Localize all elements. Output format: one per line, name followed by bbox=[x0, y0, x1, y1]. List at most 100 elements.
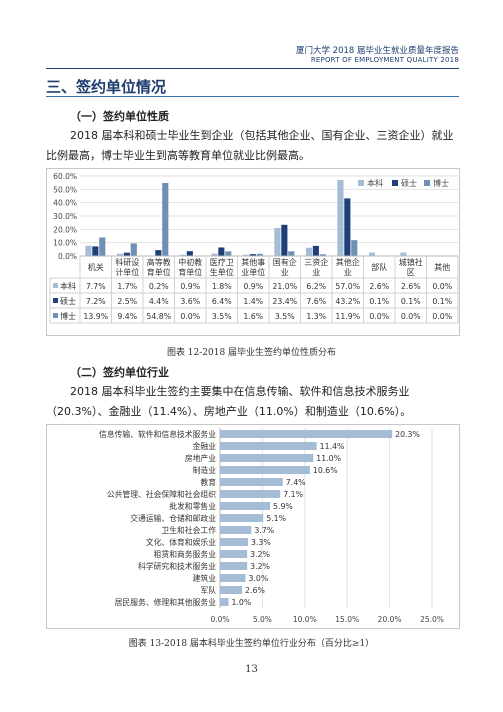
chart1-table-cell: 0.9% bbox=[180, 282, 200, 291]
chart1-category-label: 国有企 bbox=[273, 257, 297, 267]
paragraph-industry: 2018 届本科毕业生签约主要集中在信息传输、软件和信息技术服务业（20.3%）… bbox=[46, 385, 412, 418]
chart1-category-label: 部队 bbox=[371, 262, 387, 272]
chart1-y-tick-label: 50.0% bbox=[53, 185, 77, 194]
chart2-bar bbox=[220, 466, 310, 474]
chart1-category-label: 科研设 bbox=[115, 257, 139, 267]
chart1-caption: 图表 12-2018 届毕业生签约单位性质分布 bbox=[166, 348, 337, 358]
chart1-bar bbox=[155, 250, 162, 256]
chart1-table-cell: 0.0% bbox=[369, 312, 389, 321]
chart1-category-label: 医疗卫 bbox=[210, 257, 234, 267]
header-divider bbox=[46, 68, 459, 69]
chart2-x-tick-label: 25.0% bbox=[420, 615, 444, 624]
chart1-legend-label: 本科 bbox=[367, 178, 383, 188]
chart1-category-label: 其他事 bbox=[241, 257, 265, 267]
chart1-table-cell: 6.2% bbox=[306, 282, 326, 291]
chart1-table-series-label: 本科 bbox=[60, 281, 76, 291]
chart2-bar bbox=[220, 562, 248, 570]
chart2-bar bbox=[220, 514, 264, 522]
chart1-category-label: 育单位 bbox=[147, 267, 171, 277]
chart2-category-label: 科学研究和技术服务业 bbox=[138, 561, 216, 571]
chart1-table-cell: 2.6% bbox=[401, 282, 421, 291]
chart1-table-cell: 2.5% bbox=[117, 297, 137, 306]
chart1-category-label: 机关 bbox=[88, 262, 104, 272]
chart1-category-label: 业 bbox=[312, 267, 320, 277]
chart1-table-cell: 1.3% bbox=[306, 312, 326, 321]
chart1-table-cell: 0.0% bbox=[180, 312, 200, 321]
chart1-bar bbox=[92, 246, 99, 256]
chart1-table-cell: 57.0% bbox=[335, 282, 360, 291]
chart1-table-cell: 0.2% bbox=[149, 282, 169, 291]
chart1-table-cell: 23.4% bbox=[272, 297, 297, 306]
chart2-data-label: 7.4% bbox=[286, 478, 306, 487]
chart2-bar bbox=[220, 442, 317, 450]
unit-nature-chart: 0.0%10.0%20.0%30.0%40.0%50.0%60.0%本科 硕士 博士… bbox=[46, 168, 460, 336]
subsection-title-industry: （二）签约单位行业 bbox=[70, 366, 169, 379]
chart1-table-swatch bbox=[53, 283, 58, 288]
chart1-category-label: 生单位 bbox=[210, 267, 234, 277]
chart2-data-label: 5.1% bbox=[266, 514, 286, 523]
chart1-category-label: 计单位 bbox=[115, 267, 139, 277]
chart2-data-label: 3.0% bbox=[248, 574, 268, 583]
chart1-table-cell: 1.8% bbox=[212, 282, 232, 291]
chart1-bar bbox=[249, 254, 256, 256]
chart2-data-label: 3.3% bbox=[251, 538, 271, 547]
chart1-bar bbox=[256, 253, 263, 256]
chart2-bar bbox=[220, 526, 252, 534]
chart1-table-cell: 11.9% bbox=[335, 312, 360, 321]
chart1-bar bbox=[162, 182, 169, 256]
chart1-category-label: 中初教 bbox=[178, 257, 202, 267]
chart2-data-label: 11.0% bbox=[316, 454, 341, 463]
chart2-category-label: 军队 bbox=[200, 586, 216, 595]
chart2-data-label: 3.2% bbox=[250, 550, 270, 559]
chart1-table-cell: 0.9% bbox=[243, 282, 263, 291]
chart1-bar bbox=[400, 252, 407, 256]
industry-chart: 0.0% 5.0% 10.0% 15.0% 20.0% 25.0% 信息传输、软件和信息技术… bbox=[46, 424, 460, 629]
chart2-bar bbox=[220, 538, 248, 546]
chart1-table-cell: 0.1% bbox=[401, 297, 421, 306]
chart1-bar bbox=[116, 253, 123, 256]
chart2-caption: 图表 13-2018 届本科毕业生签约单位行业分布（百分比≥1） bbox=[128, 639, 375, 649]
chart1-bar bbox=[85, 245, 92, 256]
chart2-data-label: 10.6% bbox=[313, 466, 338, 475]
chart1-y-tick-label: 60.0% bbox=[53, 172, 77, 181]
chart1-category-label: 其他 bbox=[434, 262, 450, 272]
chart1-category-label: 业 bbox=[281, 267, 289, 277]
chart1-y-tick-label: 20.0% bbox=[53, 225, 77, 234]
chart1-category-label: 区 bbox=[407, 268, 415, 277]
chart1-y-tick-label: 10.0% bbox=[53, 239, 77, 248]
paragraph-nature: 2018 届本科和硕士毕业生到企业（包括其他企业、国有企业、三资企业）就业比例最… bbox=[46, 129, 454, 162]
page-number: 13 bbox=[245, 664, 258, 675]
chart1-bar bbox=[351, 240, 358, 256]
chart1-bar bbox=[281, 224, 288, 256]
chart2-bar bbox=[220, 478, 283, 486]
chart1-y-tick-label: 0.0% bbox=[58, 252, 77, 261]
chart1-table-cell: 7.2% bbox=[86, 297, 106, 306]
chart1-table-cell: 7.6% bbox=[306, 297, 326, 306]
chart1-table-cell: 3.5% bbox=[212, 312, 232, 321]
chart1-bar bbox=[288, 251, 295, 256]
chart1-table-swatch bbox=[53, 298, 58, 303]
chart1-table-swatch bbox=[53, 313, 58, 318]
chart2-x-tick-label: 5.0% bbox=[253, 615, 272, 624]
chart2-data-label: 20.3% bbox=[395, 430, 420, 439]
chart1-bar bbox=[337, 180, 344, 256]
chart1-table-cell: 2.6% bbox=[369, 282, 389, 291]
chart1-table-cell: 0.0% bbox=[401, 312, 421, 321]
chart2-category-label: 公共管理、社会保障和社会组织 bbox=[107, 489, 216, 499]
chart2-data-label: 11.4% bbox=[320, 442, 345, 451]
chart1-table-cell: 4.4% bbox=[149, 297, 169, 306]
chart1-legend-label: 博士 bbox=[433, 178, 449, 188]
chart1-bar bbox=[123, 252, 130, 256]
chart1-bar bbox=[130, 243, 137, 256]
chart1-bar bbox=[218, 247, 225, 256]
chart1-bar bbox=[312, 245, 319, 256]
chart1-table-cell: 7.7% bbox=[86, 282, 106, 291]
chart1-legend-swatch bbox=[424, 180, 430, 186]
chart2-x-tick-label: 20.0% bbox=[378, 615, 402, 624]
chart2-bar bbox=[220, 430, 393, 438]
chart1-table-cell: 1.4% bbox=[243, 297, 263, 306]
chart1-frame bbox=[46, 168, 460, 336]
chart1-bar bbox=[99, 237, 106, 256]
chart1-bar bbox=[368, 252, 375, 256]
subsection-title-nature: （一）签约单位性质 bbox=[70, 110, 169, 123]
